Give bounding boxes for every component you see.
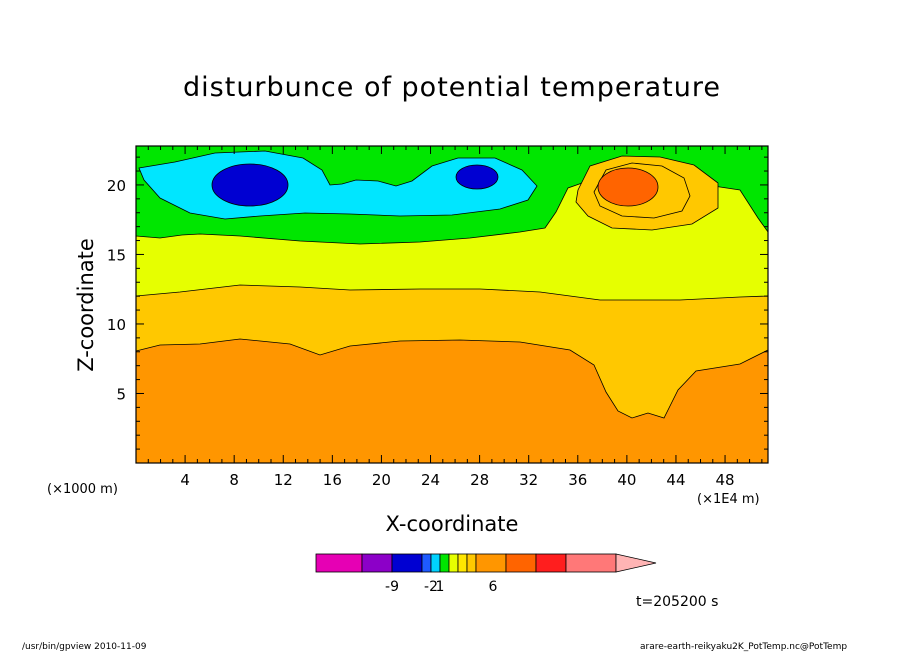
- colorbar-swatch: [315, 553, 363, 573]
- x-tick-label: 4: [180, 471, 190, 489]
- region-dark-blue-1: [211, 163, 289, 207]
- y-tick-label: 5: [116, 385, 126, 403]
- x-tick-label: 40: [617, 471, 636, 489]
- x-unit-left: (×1000 m): [47, 482, 118, 497]
- plot-frame: [135, 145, 769, 464]
- x-tick-label: 24: [421, 471, 440, 489]
- warm-contour-inner: [593, 162, 691, 219]
- colorbar-swatch: [457, 553, 468, 573]
- colorbar-swatch: [430, 553, 441, 573]
- region-orange: [136, 338, 768, 463]
- colorbar-swatch: [475, 553, 507, 573]
- region-warm-core: [597, 167, 659, 207]
- y-axis-label: Z-coordinate: [74, 238, 98, 372]
- colorbar-swatch: [361, 553, 393, 573]
- footer-left: /usr/bin/gpview 2010-11-09: [22, 642, 147, 652]
- region-dark-blue-2: [455, 164, 499, 190]
- x-tick-label: 44: [666, 471, 685, 489]
- chart-title: disturbunce of potential temperature: [183, 72, 721, 103]
- colorbar-swatch: [565, 553, 617, 573]
- colorbar-swatch: [535, 553, 567, 573]
- y-tick-label: 15: [107, 246, 126, 264]
- colorbar: -9 -21 6: [315, 553, 657, 595]
- colorbar-tick-label: 1: [436, 579, 445, 595]
- x-tick-label: 48: [716, 471, 735, 489]
- x-tick-label: 12: [274, 471, 293, 489]
- colorbar-swatch: [421, 553, 432, 573]
- colorbar-swatch: [439, 553, 450, 573]
- colorbar-extend-arrow: [615, 553, 657, 573]
- x-tick-label: 28: [470, 471, 489, 489]
- colorbar-swatch: [505, 553, 537, 573]
- colorbar-tick-label: 6: [489, 579, 498, 595]
- time-label: t=205200 s: [636, 594, 719, 610]
- x-tick-label: 20: [372, 471, 391, 489]
- x-axis-label: X-coordinate: [385, 512, 519, 536]
- colorbar-swatch: [466, 553, 477, 573]
- axis-ticks: [136, 146, 768, 463]
- colorbar-swatch: [391, 553, 423, 573]
- y-tick-label: 10: [107, 316, 126, 334]
- colorbar-tick-label: -2: [424, 579, 438, 595]
- x-tick-label: 32: [519, 471, 538, 489]
- x-unit-right: (×1E4 m): [697, 492, 760, 507]
- y-tick-label: 20: [107, 177, 126, 195]
- x-tick-label: 36: [568, 471, 587, 489]
- x-tick-label: 8: [229, 471, 239, 489]
- colorbar-swatch: [448, 553, 459, 573]
- footer-right: arare-earth-reikyaku2K_PotTemp.nc@PotTem…: [640, 642, 848, 652]
- colorbar-tick-label: -9: [385, 579, 399, 595]
- x-tick-label: 16: [323, 471, 342, 489]
